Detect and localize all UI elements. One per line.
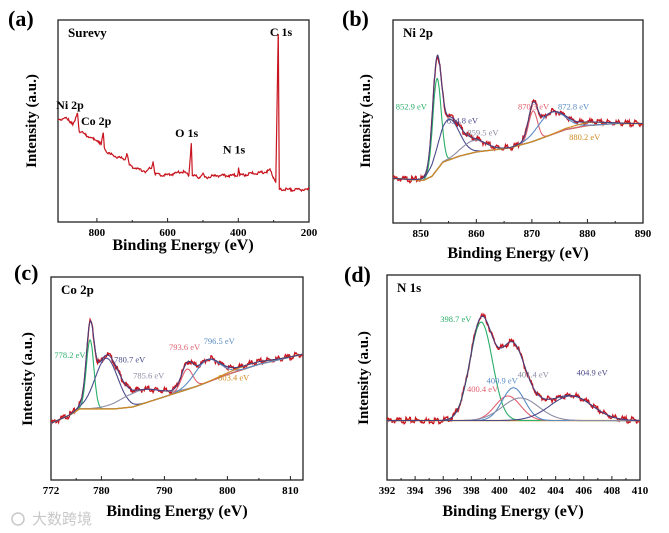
fit-envelope-line	[387, 315, 640, 422]
peak-label: 400.9 eV	[487, 376, 519, 386]
fit-peak-line	[51, 338, 303, 424]
panel-b: (b) 850 860 870 880 890 Binding Energy (eV) Int…	[342, 6, 652, 262]
y-axis-label: Intensity (a.u.)	[356, 331, 372, 425]
x-tick-label: 394	[407, 485, 424, 497]
x-tick-label: 392	[379, 485, 396, 497]
x-tick-label: 402	[519, 485, 536, 497]
plot-area	[393, 54, 643, 184]
peak-label: 803.4 eV	[218, 373, 250, 383]
panel-a: (a) 800 600 400 200 Binding Energy (eV) Intens…	[8, 6, 318, 254]
x-tick-label: 800	[219, 485, 236, 497]
fit-peak-line	[387, 397, 640, 422]
x-axis-label: Binding Energy (eV)	[106, 503, 247, 520]
x-tick-label: 398	[463, 485, 480, 497]
peak-label: 785.6 eV	[133, 371, 165, 381]
x-tick-label: 790	[156, 485, 173, 497]
peak-label: 404.9 eV	[577, 367, 609, 377]
peak-label: 852.9 eV	[396, 101, 428, 111]
peak-annotation: O 1s	[175, 126, 198, 140]
peak-label: 872.8 eV	[558, 101, 590, 111]
peak-label: 398.7 eV	[440, 314, 472, 324]
panel-label: (a)	[8, 6, 34, 31]
peak-label: 870.3 eV	[518, 101, 550, 111]
plot-area	[51, 317, 303, 425]
panel-title: Surevy	[68, 25, 107, 40]
x-axis-label: Binding Energy (eV)	[112, 237, 253, 254]
peak-annotation: Ni 2p	[56, 98, 84, 112]
x-tick-label: 860	[468, 228, 485, 240]
x-tick-label: 800	[89, 227, 106, 239]
y-axis-label: Intensity (a.u.)	[358, 74, 374, 168]
x-axis-label: Binding Energy (eV)	[447, 245, 588, 262]
peak-annotation: C 1s	[270, 25, 293, 39]
x-tick-label: 880	[579, 228, 596, 240]
fit-envelope-line	[51, 320, 303, 424]
panel-title: N 1s	[397, 280, 421, 295]
x-tick-label: 408	[604, 485, 621, 497]
peak-label: 854.8 eV	[447, 116, 479, 126]
x-tick-label: 870	[524, 228, 541, 240]
peak-label: 400.4 eV	[467, 384, 499, 394]
panel-label: (c)	[14, 260, 38, 285]
x-axis-label: Binding Energy (eV)	[442, 503, 583, 520]
peak-annotation: Co 2p	[81, 114, 112, 128]
peak-label: 780.7 eV	[114, 354, 146, 364]
fit-peak-line	[51, 353, 303, 424]
raw-spectrum-line	[393, 54, 643, 184]
axes-frame	[392, 19, 644, 224]
panel-label: (d)	[344, 262, 371, 287]
watermark-logo: 大数跨境	[32, 510, 92, 528]
x-tick-label: 410	[632, 485, 649, 497]
x-tick-label: 600	[159, 227, 176, 239]
panel-c: (c) 772 780 790 800 810 Binding Energy (eV) Int…	[14, 260, 304, 520]
plot-area	[58, 34, 309, 193]
panel-title: Co 2p	[61, 282, 94, 297]
x-tick-label: 810	[282, 485, 299, 497]
peak-label: 793.6 eV	[169, 342, 201, 352]
peak-annotation: N 1s	[223, 142, 246, 156]
x-tick-label: 400	[491, 485, 508, 497]
x-tick-label: 404	[547, 485, 564, 497]
x-tick-label: 406	[576, 485, 593, 497]
fit-peak-line	[387, 387, 640, 422]
survey-spectrum-line	[58, 34, 309, 193]
x-tick-label: 200	[301, 227, 318, 239]
x-tick-label: 780	[93, 485, 110, 497]
panel-d: (d) 392 394 396 398 400 402 404 406 408 410 Binding…	[344, 262, 649, 520]
fit-peak-line	[393, 77, 643, 181]
axes-frame	[50, 276, 304, 481]
x-tick-label: 850	[413, 228, 430, 240]
peak-label: 778.2 eV	[54, 350, 86, 360]
raw-spectrum-line	[51, 317, 303, 425]
fit-envelope-line	[393, 54, 643, 181]
plot-area	[387, 312, 640, 425]
x-tick-label: 772	[43, 485, 60, 497]
panel-title: Ni 2p	[403, 25, 433, 40]
y-axis-label: Intensity (a.u.)	[20, 332, 36, 426]
peak-label: 401.4 eV	[518, 370, 550, 380]
peak-label: 796.5 eV	[204, 336, 236, 346]
x-tick-label: 400	[230, 227, 247, 239]
watermark-icon	[11, 512, 25, 526]
panel-label: (b)	[342, 6, 369, 31]
peak-label: 880.2 eV	[569, 132, 601, 142]
x-tick-label: 890	[635, 228, 652, 240]
x-tick-label: 396	[435, 485, 452, 497]
peak-label: 859.5 eV	[467, 128, 499, 138]
raw-spectrum-line	[387, 312, 640, 425]
y-axis-label: Intensity (a.u.)	[24, 74, 40, 168]
